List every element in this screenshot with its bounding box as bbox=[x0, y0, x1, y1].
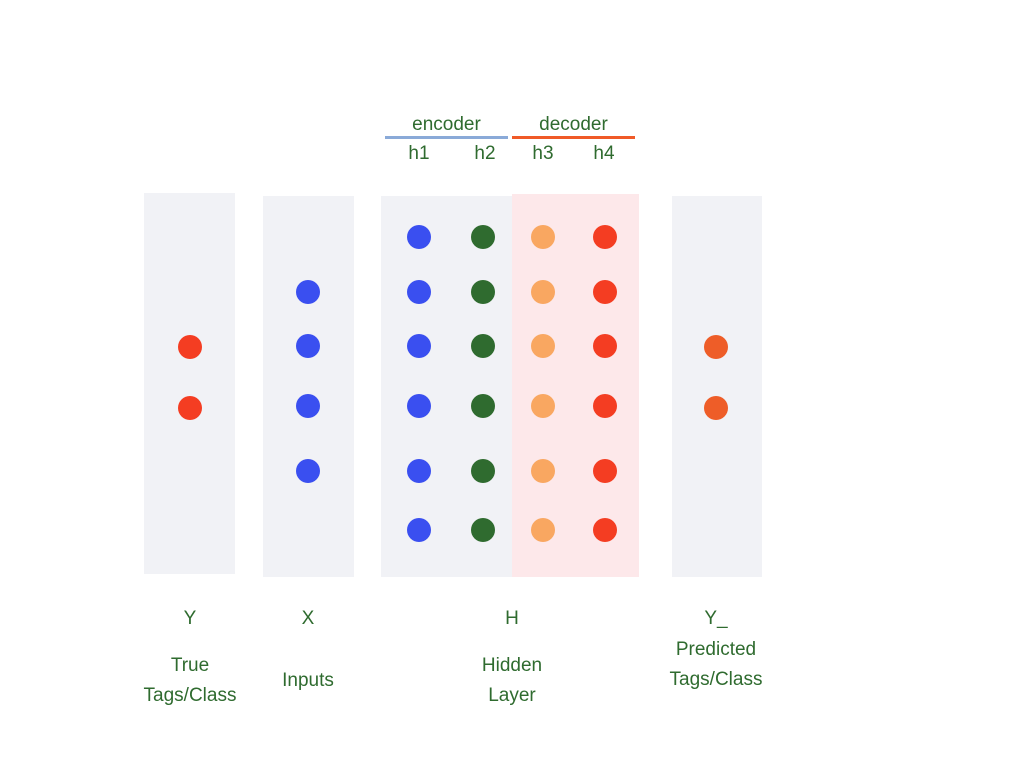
h4-node bbox=[593, 280, 617, 304]
h1-node bbox=[407, 518, 431, 542]
x-symbol: X bbox=[301, 608, 315, 629]
h4-label: h4 bbox=[593, 143, 615, 164]
predicted-tags-panel bbox=[672, 196, 762, 577]
h3-node bbox=[531, 459, 555, 483]
input-node bbox=[296, 280, 320, 304]
y-symbol: Y bbox=[183, 608, 197, 629]
true-tag-node bbox=[178, 335, 202, 359]
h4-node bbox=[593, 518, 617, 542]
h3-node bbox=[531, 280, 555, 304]
h3-node bbox=[531, 225, 555, 249]
predicted-caption-line1: Predicted bbox=[675, 639, 757, 660]
h4-node bbox=[593, 334, 617, 358]
predicted-caption-line2: Tags/Class bbox=[669, 669, 763, 690]
encoder-label: encoder bbox=[412, 114, 481, 135]
h4-node bbox=[593, 225, 617, 249]
encoder-underline bbox=[385, 136, 508, 139]
encoder-panel bbox=[381, 196, 512, 577]
true-tag-node bbox=[178, 396, 202, 420]
h1-node bbox=[407, 394, 431, 418]
h2-node bbox=[471, 394, 495, 418]
h4-node bbox=[593, 394, 617, 418]
h1-label: h1 bbox=[408, 143, 430, 164]
inputs-caption: Inputs bbox=[282, 670, 334, 691]
h3-node bbox=[531, 394, 555, 418]
h-symbol: H bbox=[505, 608, 519, 629]
input-node bbox=[296, 334, 320, 358]
decoder-underline bbox=[512, 136, 635, 139]
h1-node bbox=[407, 459, 431, 483]
h2-node bbox=[471, 334, 495, 358]
y-pred-symbol: Y_ bbox=[704, 608, 728, 629]
h3-label: h3 bbox=[532, 143, 554, 164]
true-tags-panel bbox=[144, 193, 235, 574]
h4-node bbox=[593, 459, 617, 483]
h3-node bbox=[531, 518, 555, 542]
h1-node bbox=[407, 280, 431, 304]
h2-label: h2 bbox=[474, 143, 496, 164]
hidden-caption-line1: Hidden bbox=[481, 655, 543, 676]
h3-node bbox=[531, 334, 555, 358]
predicted-tag-node bbox=[704, 335, 728, 359]
h1-node bbox=[407, 225, 431, 249]
decoder-panel bbox=[512, 194, 639, 577]
true-caption-line2: Tags/Class bbox=[143, 685, 237, 706]
input-node bbox=[296, 459, 320, 483]
h2-node bbox=[471, 225, 495, 249]
h2-node bbox=[471, 518, 495, 542]
h1-node bbox=[407, 334, 431, 358]
predicted-tag-node bbox=[704, 396, 728, 420]
hidden-caption-line2: Layer bbox=[488, 685, 536, 706]
inputs-panel bbox=[263, 196, 354, 577]
decoder-label: decoder bbox=[539, 114, 608, 135]
input-node bbox=[296, 394, 320, 418]
h2-node bbox=[471, 280, 495, 304]
true-caption-line1: True bbox=[170, 655, 210, 676]
h2-node bbox=[471, 459, 495, 483]
